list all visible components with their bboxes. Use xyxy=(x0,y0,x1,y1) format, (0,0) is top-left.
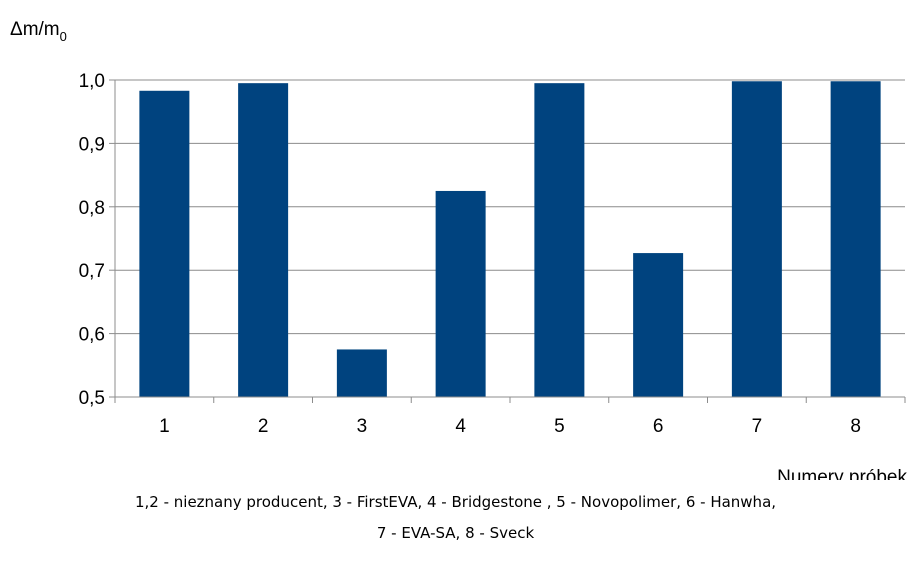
x-tick-label: 2 xyxy=(258,416,269,437)
bar-8 xyxy=(830,81,881,397)
bar-1 xyxy=(139,90,190,397)
y-tick-label: 0,9 xyxy=(79,134,105,155)
bar-6 xyxy=(633,253,684,397)
axes xyxy=(109,79,906,403)
y-axis-label-subscript: 0 xyxy=(60,29,67,44)
legend-caption-line-2: 7 - EVA-SA, 8 - Sveck xyxy=(376,524,535,542)
y-tick-label: 0,8 xyxy=(79,198,105,219)
bar-3 xyxy=(336,349,387,397)
y-tick-label: 0,6 xyxy=(79,325,105,346)
y-tick-labels: 0,5 0,6 0,7 0,8 0,9 1,0 xyxy=(79,71,105,409)
y-tick-label: 0,5 xyxy=(79,388,105,409)
x-tick-label: 3 xyxy=(357,416,368,437)
bar-chart: 0,5 0,6 0,7 0,8 0,9 1,0 1 2 3 4 5 6 7 8 Δm/m0 Numery… xyxy=(10,19,907,480)
x-tick-label: 8 xyxy=(850,416,861,437)
y-tick-label: 1,0 xyxy=(79,71,105,92)
x-axis-label: Numery próbek xyxy=(777,467,907,480)
x-tick-label: 5 xyxy=(554,416,565,437)
bars xyxy=(139,81,881,398)
legend-caption-line-1: 1,2 - nieznany producent, 3 - FirstEVA, … xyxy=(134,493,777,511)
y-axis-label-main: Δm/m xyxy=(10,19,60,40)
bar-2 xyxy=(238,83,289,398)
y-axis-label: Δm/m0 xyxy=(10,19,67,44)
x-tick-labels: 1 2 3 4 5 6 7 8 xyxy=(159,416,861,437)
y-tick-label: 0,7 xyxy=(79,261,105,282)
x-tick-label: 1 xyxy=(159,416,170,437)
bar-4 xyxy=(435,190,486,397)
x-tick-label: 7 xyxy=(752,416,763,437)
gridlines xyxy=(115,79,905,335)
bar-7 xyxy=(731,81,782,397)
x-tick-label: 4 xyxy=(455,416,466,437)
x-tick-label: 6 xyxy=(653,416,664,437)
bar-5 xyxy=(534,83,585,398)
